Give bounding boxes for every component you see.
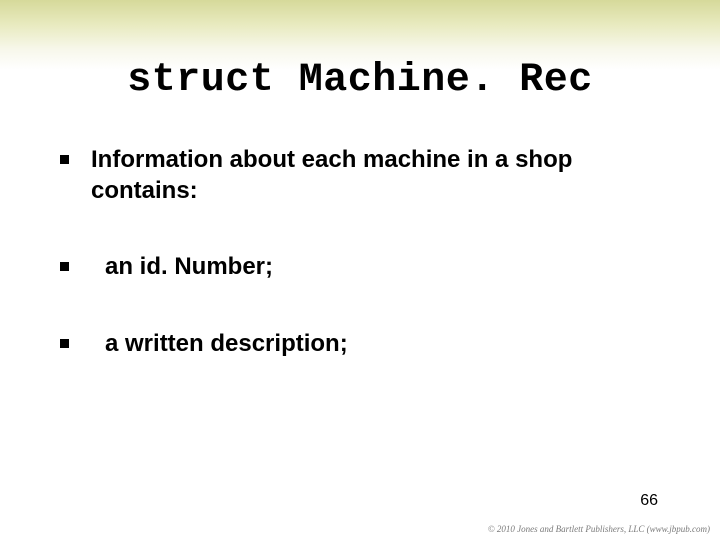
bullet-item: Information about each machine in a shop… — [60, 145, 650, 206]
square-bullet-icon — [60, 262, 69, 271]
square-bullet-icon — [60, 155, 69, 164]
slide: struct Machine. Rec Information about ea… — [0, 0, 720, 540]
bullet-text: an id. Number; — [91, 252, 273, 283]
bullet-text: Information about each machine in a shop… — [91, 145, 650, 206]
slide-title: struct Machine. Rec — [0, 58, 720, 103]
bullet-text: a written description; — [91, 329, 348, 360]
page-number: 66 — [640, 492, 658, 510]
copyright-text: © 2010 Jones and Bartlett Publishers, LL… — [488, 524, 710, 534]
square-bullet-icon — [60, 339, 69, 348]
slide-body: Information about each machine in a shop… — [60, 145, 650, 406]
bullet-item: a written description; — [60, 329, 650, 360]
bullet-item: an id. Number; — [60, 252, 650, 283]
